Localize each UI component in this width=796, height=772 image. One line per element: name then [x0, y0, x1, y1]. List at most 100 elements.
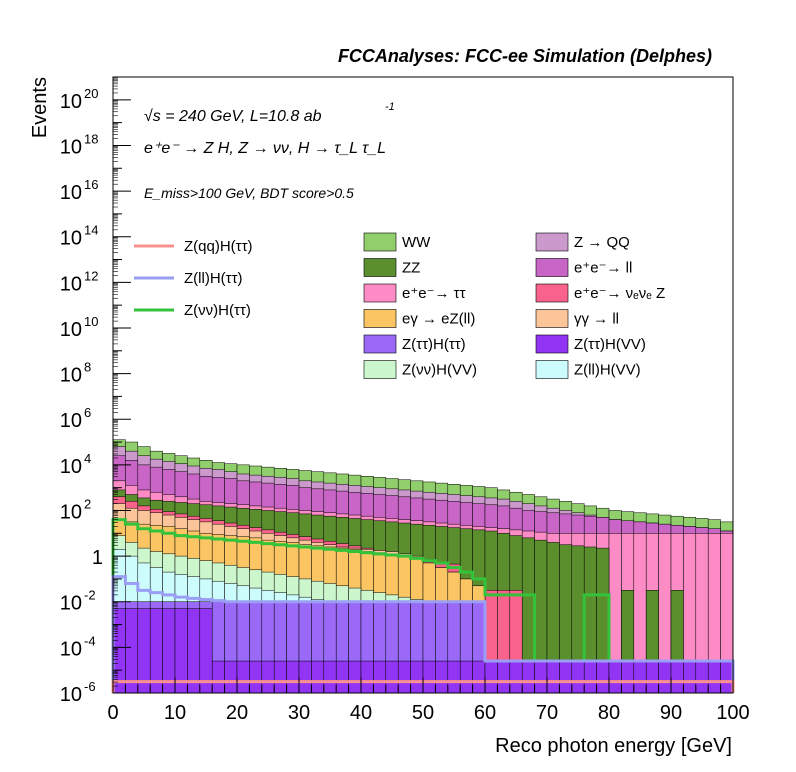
bar [670, 660, 684, 694]
annotation-energy-text: √s = 240 GeV, L=10.8 ab [144, 108, 322, 125]
legend-label: eγ → eZ(ll) [402, 311, 475, 328]
bar [373, 660, 387, 694]
bar [497, 660, 511, 694]
bar [571, 660, 585, 694]
legend-label: ZZ [402, 260, 420, 277]
legend-label: Z(νν)H(ττ) [184, 302, 251, 319]
legend-swatch [535, 232, 569, 252]
legend-swatch [363, 283, 397, 303]
chart-title: FCCAnalyses: FCC-ee Simulation (Delphes) [338, 46, 712, 66]
bar [521, 660, 535, 694]
legend-swatch [535, 309, 569, 328]
y-tick-exponent: -6 [84, 679, 96, 694]
bar [459, 660, 473, 694]
bar [323, 660, 337, 694]
legend-label: e⁺e⁻→ ll [574, 260, 632, 277]
legend-label: Z(ll)H(ττ) [184, 270, 243, 287]
x-tick-label: 70 [536, 702, 558, 724]
y-tick-label: 10 [60, 456, 82, 478]
x-axis-ticks: 0 10 20 30 40 50 60 70 80 90 100 [107, 677, 750, 724]
legend-label: γγ → ll [574, 311, 619, 328]
bar [695, 660, 709, 694]
y-tick-exponent: 2 [84, 496, 91, 511]
y-tick-exponent: 8 [84, 360, 91, 375]
legend-label: Z(ττ)H(VV) [574, 336, 646, 353]
bar [298, 660, 312, 694]
legend-label: Z(ll)H(VV) [574, 362, 641, 379]
bar [559, 660, 573, 694]
bar [335, 660, 349, 694]
bar [683, 660, 697, 694]
bar [720, 660, 734, 694]
legend-label: Z → QQ [574, 234, 630, 251]
bar [447, 660, 461, 694]
legend-swatch [535, 258, 569, 277]
y-tick-label: 10 [60, 136, 82, 158]
bar [534, 660, 548, 694]
bar [422, 660, 436, 694]
bar [645, 660, 659, 694]
bar [435, 660, 449, 694]
y-tick-label: 10 [60, 319, 82, 341]
bar [348, 660, 362, 694]
bar [509, 660, 523, 694]
y-tick-exponent: 18 [84, 131, 98, 146]
y-axis-label: Events [29, 77, 51, 138]
annotation-energy-exponent: -1 [385, 101, 395, 113]
bar [360, 660, 374, 694]
x-tick-label: 60 [474, 702, 496, 724]
y-tick-exponent: -2 [84, 588, 96, 603]
x-tick-label: 80 [598, 702, 620, 724]
legend-swatch [535, 360, 569, 379]
bar [546, 660, 560, 694]
bar [211, 660, 225, 694]
y-tick-exponent: 16 [84, 177, 98, 192]
y-tick-label: 10 [60, 228, 82, 250]
y-tick-exponent: -4 [84, 633, 96, 648]
annotation-selection: E_miss>100 GeV, BDT score>0.5 [144, 185, 354, 201]
legend-swatch [363, 258, 397, 277]
x-tick-label: 100 [716, 702, 749, 724]
bar [311, 660, 325, 694]
signal-line-z-h [111, 518, 735, 693]
legend-swatch [363, 360, 397, 379]
bar [410, 660, 424, 694]
annotation-process: e⁺e⁻ → Z H, Z → νν, H → τ_L τ_L [144, 140, 386, 157]
bar [658, 660, 672, 694]
legend-label: e⁺e⁻→ ττ [402, 285, 466, 302]
y-tick-label: 10 [60, 501, 82, 523]
y-tick-exponent: 20 [84, 86, 98, 101]
y-tick-label: 10 [60, 593, 82, 615]
bar [286, 660, 300, 694]
x-tick-label: 30 [288, 702, 310, 724]
bar [385, 660, 399, 694]
y-tick-exponent: 12 [84, 268, 98, 283]
legend-swatch [363, 232, 397, 252]
bar [273, 660, 287, 694]
legend-label: Z(qq)H(ττ) [184, 238, 253, 255]
legend-background: WW Z → QQ ZZ e⁺e⁻→ ll e⁺e⁻→ ττ e⁺e⁻→ νₑνₑ Z eγ… [363, 232, 665, 379]
y-tick-label: 10 [60, 91, 82, 113]
legend-swatch [535, 283, 569, 303]
bar [621, 660, 635, 694]
y-tick-exponent: 6 [84, 405, 91, 420]
legend-label: Z(ττ)H(ττ) [402, 336, 466, 353]
bar [608, 660, 622, 694]
legend-swatch [363, 309, 397, 328]
x-tick-label: 20 [226, 702, 248, 724]
y-tick-exponent: 14 [84, 223, 98, 238]
legend-swatch [535, 334, 569, 354]
bar [633, 660, 647, 694]
y-tick-exponent: 10 [84, 314, 98, 329]
bar [484, 660, 498, 694]
x-tick-label: 50 [412, 702, 434, 724]
y-tick-label: 10 [60, 365, 82, 387]
bar [583, 660, 597, 694]
x-tick-label: 10 [164, 702, 186, 724]
bar [224, 660, 238, 694]
legend-label: Z(νν)H(VV) [402, 362, 477, 379]
y-tick-label: 10 [60, 638, 82, 660]
